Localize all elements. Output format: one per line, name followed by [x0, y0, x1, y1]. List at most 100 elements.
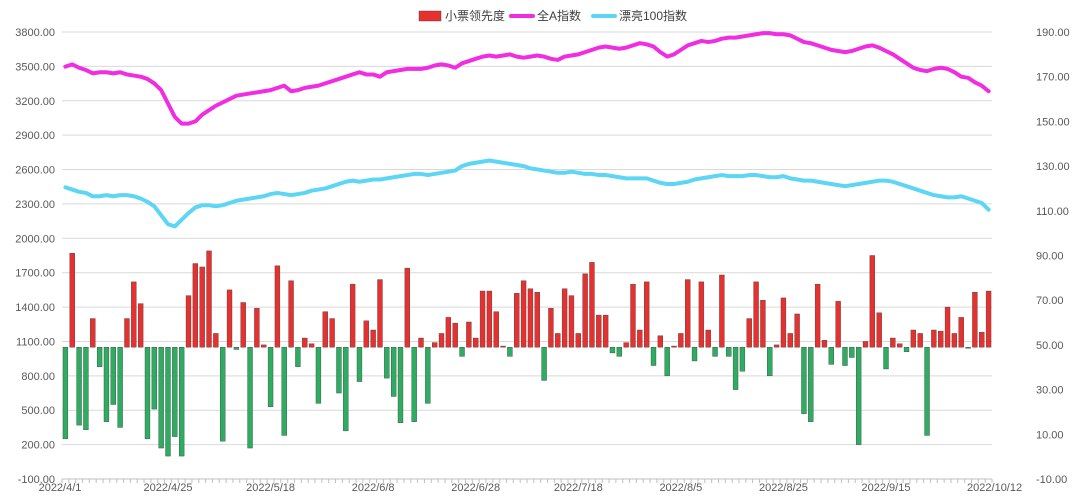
axes: -100.00 200.00 500.00 800.00 1100.00 1400.00 1… [15, 27, 1069, 494]
bar [527, 288, 534, 348]
bar [931, 329, 937, 348]
bar [411, 346, 417, 422]
bar [726, 346, 732, 357]
bar-series [62, 250, 992, 457]
bar [336, 346, 342, 394]
bar [233, 346, 240, 350]
bar [609, 346, 616, 354]
right-tick-label: 70.00 [1036, 295, 1064, 307]
bar [821, 340, 828, 348]
bar [903, 346, 910, 352]
bar [473, 337, 479, 348]
bar [185, 295, 192, 348]
left-tick-label: 200.00 [21, 440, 55, 452]
bar [131, 281, 137, 348]
bar [192, 263, 199, 348]
left-tick-label: 1700.00 [15, 268, 55, 280]
bar [972, 291, 978, 348]
bar [363, 320, 369, 348]
bar [876, 312, 882, 348]
left-tick-label: 2000.00 [15, 233, 55, 245]
bar [890, 337, 896, 348]
bar [254, 308, 260, 348]
line-pretty100-index [63, 158, 991, 229]
x-tick-label: 2022/9/15 [862, 482, 911, 494]
bar [657, 335, 664, 348]
bar [144, 346, 151, 440]
x-tick-label: 2022/7/18 [554, 482, 603, 494]
line-all-a-index [63, 31, 991, 126]
x-tick-label: 2022/8/25 [759, 482, 808, 494]
left-tick-label: 3200.00 [15, 96, 55, 108]
bar [938, 330, 944, 348]
bar [213, 333, 219, 348]
left-tick-label: 2900.00 [15, 130, 55, 142]
bar [917, 333, 923, 348]
bar [349, 283, 356, 348]
bar [705, 329, 711, 348]
bar [691, 346, 698, 362]
bar [425, 346, 431, 404]
bar [855, 346, 862, 445]
bar [520, 280, 527, 348]
bar [486, 290, 493, 348]
line-series [63, 31, 991, 229]
right-tick-label: 150.00 [1036, 116, 1070, 128]
bar [787, 333, 793, 348]
bar [76, 346, 82, 426]
bar [466, 321, 472, 348]
bar [951, 333, 958, 348]
bar [267, 346, 274, 407]
bar [370, 329, 376, 348]
x-tick-label: 2022/8/5 [659, 482, 702, 494]
right-tick-label: 110.00 [1036, 206, 1069, 218]
left-tick-label: 1400.00 [15, 302, 55, 314]
bar [281, 346, 287, 436]
bar [90, 318, 96, 348]
bar [172, 346, 178, 437]
bar [773, 344, 780, 348]
bar [794, 313, 800, 348]
bar [555, 333, 561, 348]
bar [849, 346, 855, 358]
bar [151, 346, 157, 410]
bar [438, 333, 445, 348]
legend-label: 漂亮100指数 [619, 8, 687, 23]
bar [110, 346, 116, 405]
bar [842, 346, 848, 366]
bar [240, 302, 246, 348]
bar [862, 341, 869, 348]
right-tick-label: -10.00 [1036, 474, 1067, 486]
bar [746, 318, 752, 348]
bar [637, 329, 643, 348]
right-tick-label: 170.00 [1036, 72, 1070, 84]
bar [671, 345, 677, 348]
bar [753, 281, 759, 348]
bar [568, 295, 575, 348]
bar [698, 281, 705, 348]
bar [261, 344, 267, 348]
bar [315, 346, 322, 404]
bar [308, 343, 315, 348]
bar [69, 253, 75, 348]
left-tick-label: 500.00 [21, 405, 55, 417]
bar [384, 346, 390, 379]
bar [96, 346, 103, 367]
gridlines [62, 31, 992, 480]
bar [452, 322, 458, 348]
bar [226, 289, 233, 348]
bar [801, 346, 807, 414]
left-tick-label: 3500.00 [15, 61, 55, 73]
bar [897, 343, 903, 348]
bar [377, 279, 383, 348]
left-tick-label: 3800.00 [15, 27, 55, 39]
bar [924, 346, 930, 436]
right-tick-label: 90.00 [1036, 251, 1064, 263]
bar [479, 290, 486, 348]
legend: 小票领先度 全A指数 漂亮100指数 [418, 8, 687, 23]
legend-label: 全A指数 [537, 8, 581, 23]
bar [247, 346, 253, 449]
bar [965, 346, 971, 349]
bar [664, 346, 670, 377]
